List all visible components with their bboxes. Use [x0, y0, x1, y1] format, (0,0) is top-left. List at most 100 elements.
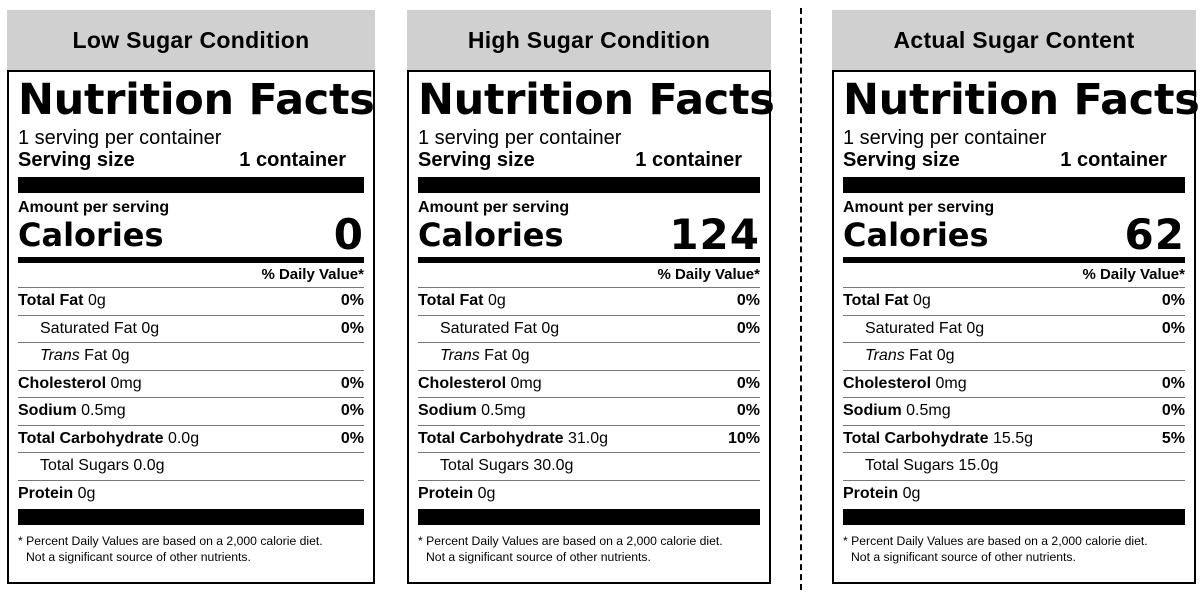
nutrient-amount: 0g — [936, 347, 955, 365]
nutrient-dv: 0% — [1161, 374, 1185, 392]
nutrient-dv: 0% — [1161, 319, 1185, 337]
nutrient-name: Sodium — [18, 402, 77, 420]
serving-size-label: Serving size — [418, 149, 535, 171]
footnote: * Percent Daily Values are based on a 2,… — [843, 533, 1185, 565]
nutrient-name: Total Fat — [18, 292, 84, 310]
nutrient-amount: 0g — [87, 292, 106, 310]
nutrient-name: Fat — [484, 347, 508, 365]
nutrient-amount: 30.0g — [533, 457, 574, 475]
serving-size-row: Serving size 1 container — [843, 149, 1185, 171]
nutrient-name: Saturated Fat — [40, 319, 137, 337]
footnote-line-2: Not a significant source of other nutrie… — [26, 550, 251, 564]
nutrient-name: Total Carbohydrate — [843, 429, 989, 447]
nutrient-amount: 0g — [902, 484, 921, 502]
nutrition-label: Nutrition Facts 1 serving per container … — [832, 70, 1200, 584]
nutrient-amount: 0g — [77, 484, 96, 502]
nutrient-row-total-sugars: Total Sugars 15.0g — [843, 453, 1185, 481]
panel-low-sugar: Low Sugar Condition Nutrition Facts 1 se… — [7, 10, 375, 584]
nutrient-name: Cholesterol — [418, 374, 507, 392]
nutrient-name: Total Sugars — [40, 457, 129, 475]
footnote-line-1: * Percent Daily Values are based on a 2,… — [418, 534, 723, 548]
calories-label: Calories — [18, 216, 164, 254]
footnote-line-2: Not a significant source of other nutrie… — [426, 550, 651, 564]
condition-header: Low Sugar Condition — [7, 10, 375, 70]
serving-size-value: 1 container — [1060, 149, 1167, 171]
nutrient-row-total-fat: Total Fat 0g 0% — [843, 288, 1185, 316]
condition-header: Actual Sugar Content — [832, 10, 1196, 70]
nutrient-row-protein: Protein 0g — [418, 481, 760, 508]
nutrient-name: Sodium — [418, 402, 477, 420]
calories-value: 62 — [1124, 210, 1185, 259]
nutrient-name: Cholesterol — [18, 374, 107, 392]
nutrient-name: Total Fat — [418, 292, 484, 310]
nutrient-row-trans-fat: Trans Fat 0g — [418, 343, 760, 371]
nutrient-row-total-sugars: Total Sugars 30.0g — [418, 453, 760, 481]
nutrient-row-cholesterol: Cholesterol 0mg 0% — [843, 371, 1185, 398]
calories-label: Calories — [418, 216, 564, 254]
nutrient-dv: 0% — [340, 429, 364, 447]
nutrition-label: Nutrition Facts 1 serving per container … — [407, 70, 775, 584]
nutrient-amount: 31.0g — [567, 429, 608, 447]
footnote-line-1: * Percent Daily Values are based on a 2,… — [843, 534, 1148, 548]
calories-row: Calories 62 — [843, 210, 1185, 259]
daily-value-header: % Daily Value* — [18, 263, 364, 288]
divider-bar — [843, 509, 1185, 525]
serving-size-label: Serving size — [843, 149, 960, 171]
footnote: * Percent Daily Values are based on a 2,… — [418, 533, 760, 565]
nutrition-facts-title: Nutrition Facts — [18, 75, 375, 125]
nutrient-dv: 0% — [736, 292, 760, 310]
nutrient-row-protein: Protein 0g — [843, 481, 1185, 508]
nutrient-name: Cholesterol — [843, 374, 932, 392]
nutrition-facts-title: Nutrition Facts — [418, 75, 775, 125]
nutrient-amount: 0.0g — [167, 429, 200, 447]
nutrient-amount: 15.5g — [992, 429, 1033, 447]
footnote-line-2: Not a significant source of other nutrie… — [851, 550, 1076, 564]
nutrient-name: Total Fat — [843, 292, 909, 310]
nutrient-name: Total Carbohydrate — [18, 429, 164, 447]
nutrient-row-sodium: Sodium 0.5mg 0% — [18, 398, 364, 426]
nutrient-row-saturated-fat: Saturated Fat 0g 0% — [18, 316, 364, 343]
nutrition-label: Nutrition Facts 1 serving per container … — [7, 70, 375, 584]
panel-high-sugar: High Sugar Condition Nutrition Facts 1 s… — [407, 10, 775, 584]
nutrient-name-italic: Trans — [865, 347, 905, 365]
nutrient-name: Total Carbohydrate — [418, 429, 564, 447]
nutrient-name: Saturated Fat — [865, 319, 962, 337]
nutrient-row-total-carbohydrate: Total Carbohydrate 15.5g 5% — [843, 426, 1185, 453]
nutrient-row-total-carbohydrate: Total Carbohydrate 0.0g 0% — [18, 426, 364, 453]
nutrient-dv: 0% — [340, 374, 364, 392]
nutrient-amount: 0.5mg — [906, 402, 951, 420]
nutrient-name: Fat — [909, 347, 933, 365]
nutrient-row-trans-fat: Trans Fat 0g — [843, 343, 1185, 371]
nutrient-name: Protein — [843, 484, 899, 502]
nutrient-row-saturated-fat: Saturated Fat 0g 0% — [843, 316, 1185, 343]
nutrient-row-cholesterol: Cholesterol 0mg 0% — [18, 371, 364, 398]
nutrient-row-total-carbohydrate: Total Carbohydrate 31.0g 10% — [418, 426, 760, 453]
nutrient-amount: 0mg — [510, 374, 542, 392]
nutrient-row-sodium: Sodium 0.5mg 0% — [843, 398, 1185, 426]
nutrient-name-italic: Trans — [40, 347, 80, 365]
nutrient-row-total-sugars: Total Sugars 0.0g — [18, 453, 364, 481]
nutrient-amount: 0g — [966, 319, 985, 337]
nutrient-dv: 0% — [340, 402, 364, 420]
nutrient-amount: 15.0g — [958, 457, 999, 475]
amount-per-serving: Amount per serving — [418, 199, 570, 216]
nutrient-amount: 0g — [487, 292, 506, 310]
nutrient-name: Protein — [418, 484, 474, 502]
calories-value: 124 — [669, 210, 760, 259]
nutrient-name: Protein — [18, 484, 74, 502]
nutrient-dv: 5% — [1161, 429, 1185, 447]
nutrient-amount: 0g — [111, 347, 130, 365]
nutrient-dv: 0% — [340, 292, 364, 310]
nutrient-amount: 0.5mg — [481, 402, 526, 420]
footnote: * Percent Daily Values are based on a 2,… — [18, 533, 364, 565]
servings-per-container: 1 serving per container — [843, 127, 1047, 149]
nutrient-dv: 0% — [736, 374, 760, 392]
nutrient-row-protein: Protein 0g — [18, 481, 364, 508]
divider-bar — [418, 177, 760, 193]
divider-bar — [843, 177, 1185, 193]
serving-size-value: 1 container — [635, 149, 742, 171]
divider-bar — [418, 509, 760, 525]
daily-value-header: % Daily Value* — [418, 263, 760, 288]
amount-per-serving: Amount per serving — [843, 199, 995, 216]
divider-bar — [418, 257, 760, 263]
